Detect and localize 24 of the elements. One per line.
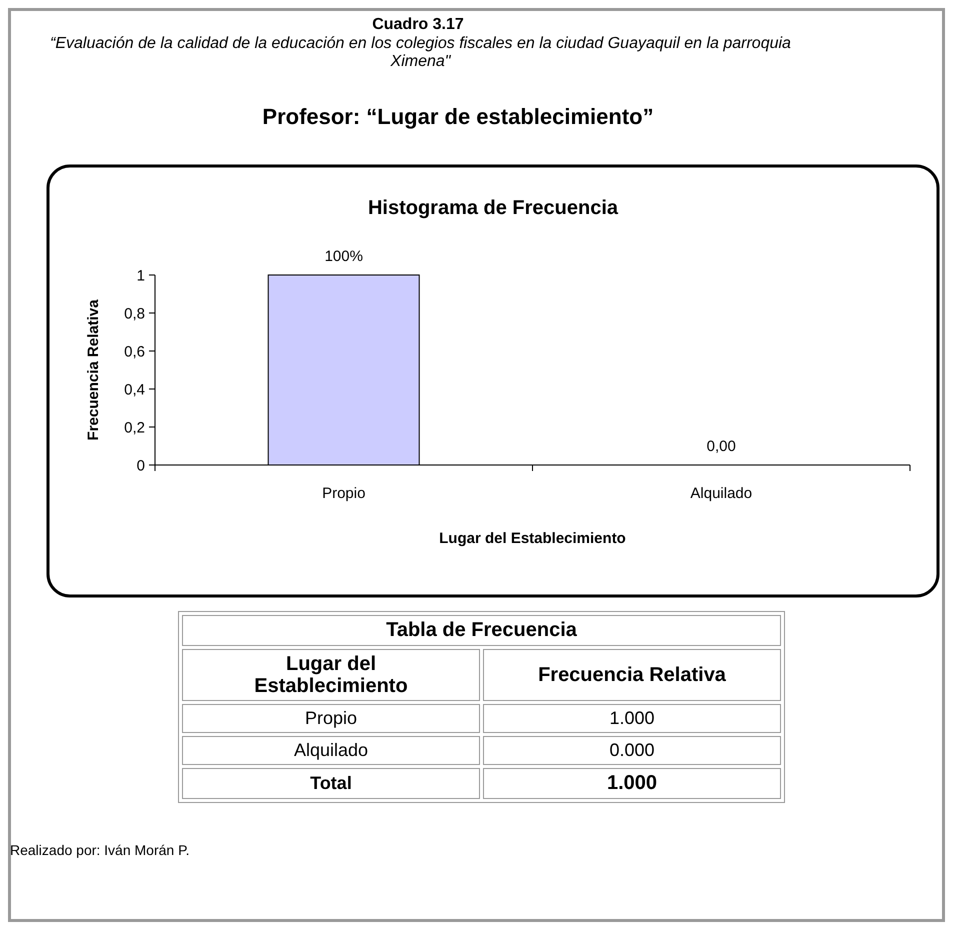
text: Alquilado — [182, 736, 480, 765]
y-tick-label: 0,2 — [124, 419, 145, 436]
y-tick-label: 0 — [136, 457, 145, 474]
chart-title: Histograma de Frecuencia — [368, 197, 619, 219]
text: 1.000 — [483, 768, 781, 799]
text: Realizado por: Iván Morán P. — [10, 842, 190, 858]
data-label: 0,00 — [706, 438, 736, 455]
y-tick-label: 0,4 — [124, 381, 145, 398]
text: Lugar del Establecimiento — [253, 653, 409, 697]
text: 1.000 — [483, 704, 781, 733]
y-axis-title: Frecuencia Relativa — [85, 298, 102, 440]
text: 0.000 — [483, 736, 781, 765]
y-tick-label: 1 — [136, 267, 145, 284]
y-tick-label: 0,6 — [124, 343, 145, 360]
text: Cuadro 3.17 — [371, 16, 465, 34]
text: Propio — [182, 704, 480, 733]
y-tick-label: 0,8 — [124, 305, 145, 322]
text: Total — [182, 768, 480, 799]
text: Profesor: “Lugar de establecimiento” — [261, 104, 655, 130]
text: Tabla de Frecuencia — [182, 615, 781, 646]
x-axis-title: Lugar del Establecimiento — [439, 530, 626, 547]
data-label: 100% — [324, 248, 363, 265]
text: “Evaluación de la calidad de la educación en los colegios fiscales en la ciudad Guayaquil en la parroquia Ximena" — [49, 35, 792, 71]
text: Frecuencia Relativa — [483, 649, 781, 701]
